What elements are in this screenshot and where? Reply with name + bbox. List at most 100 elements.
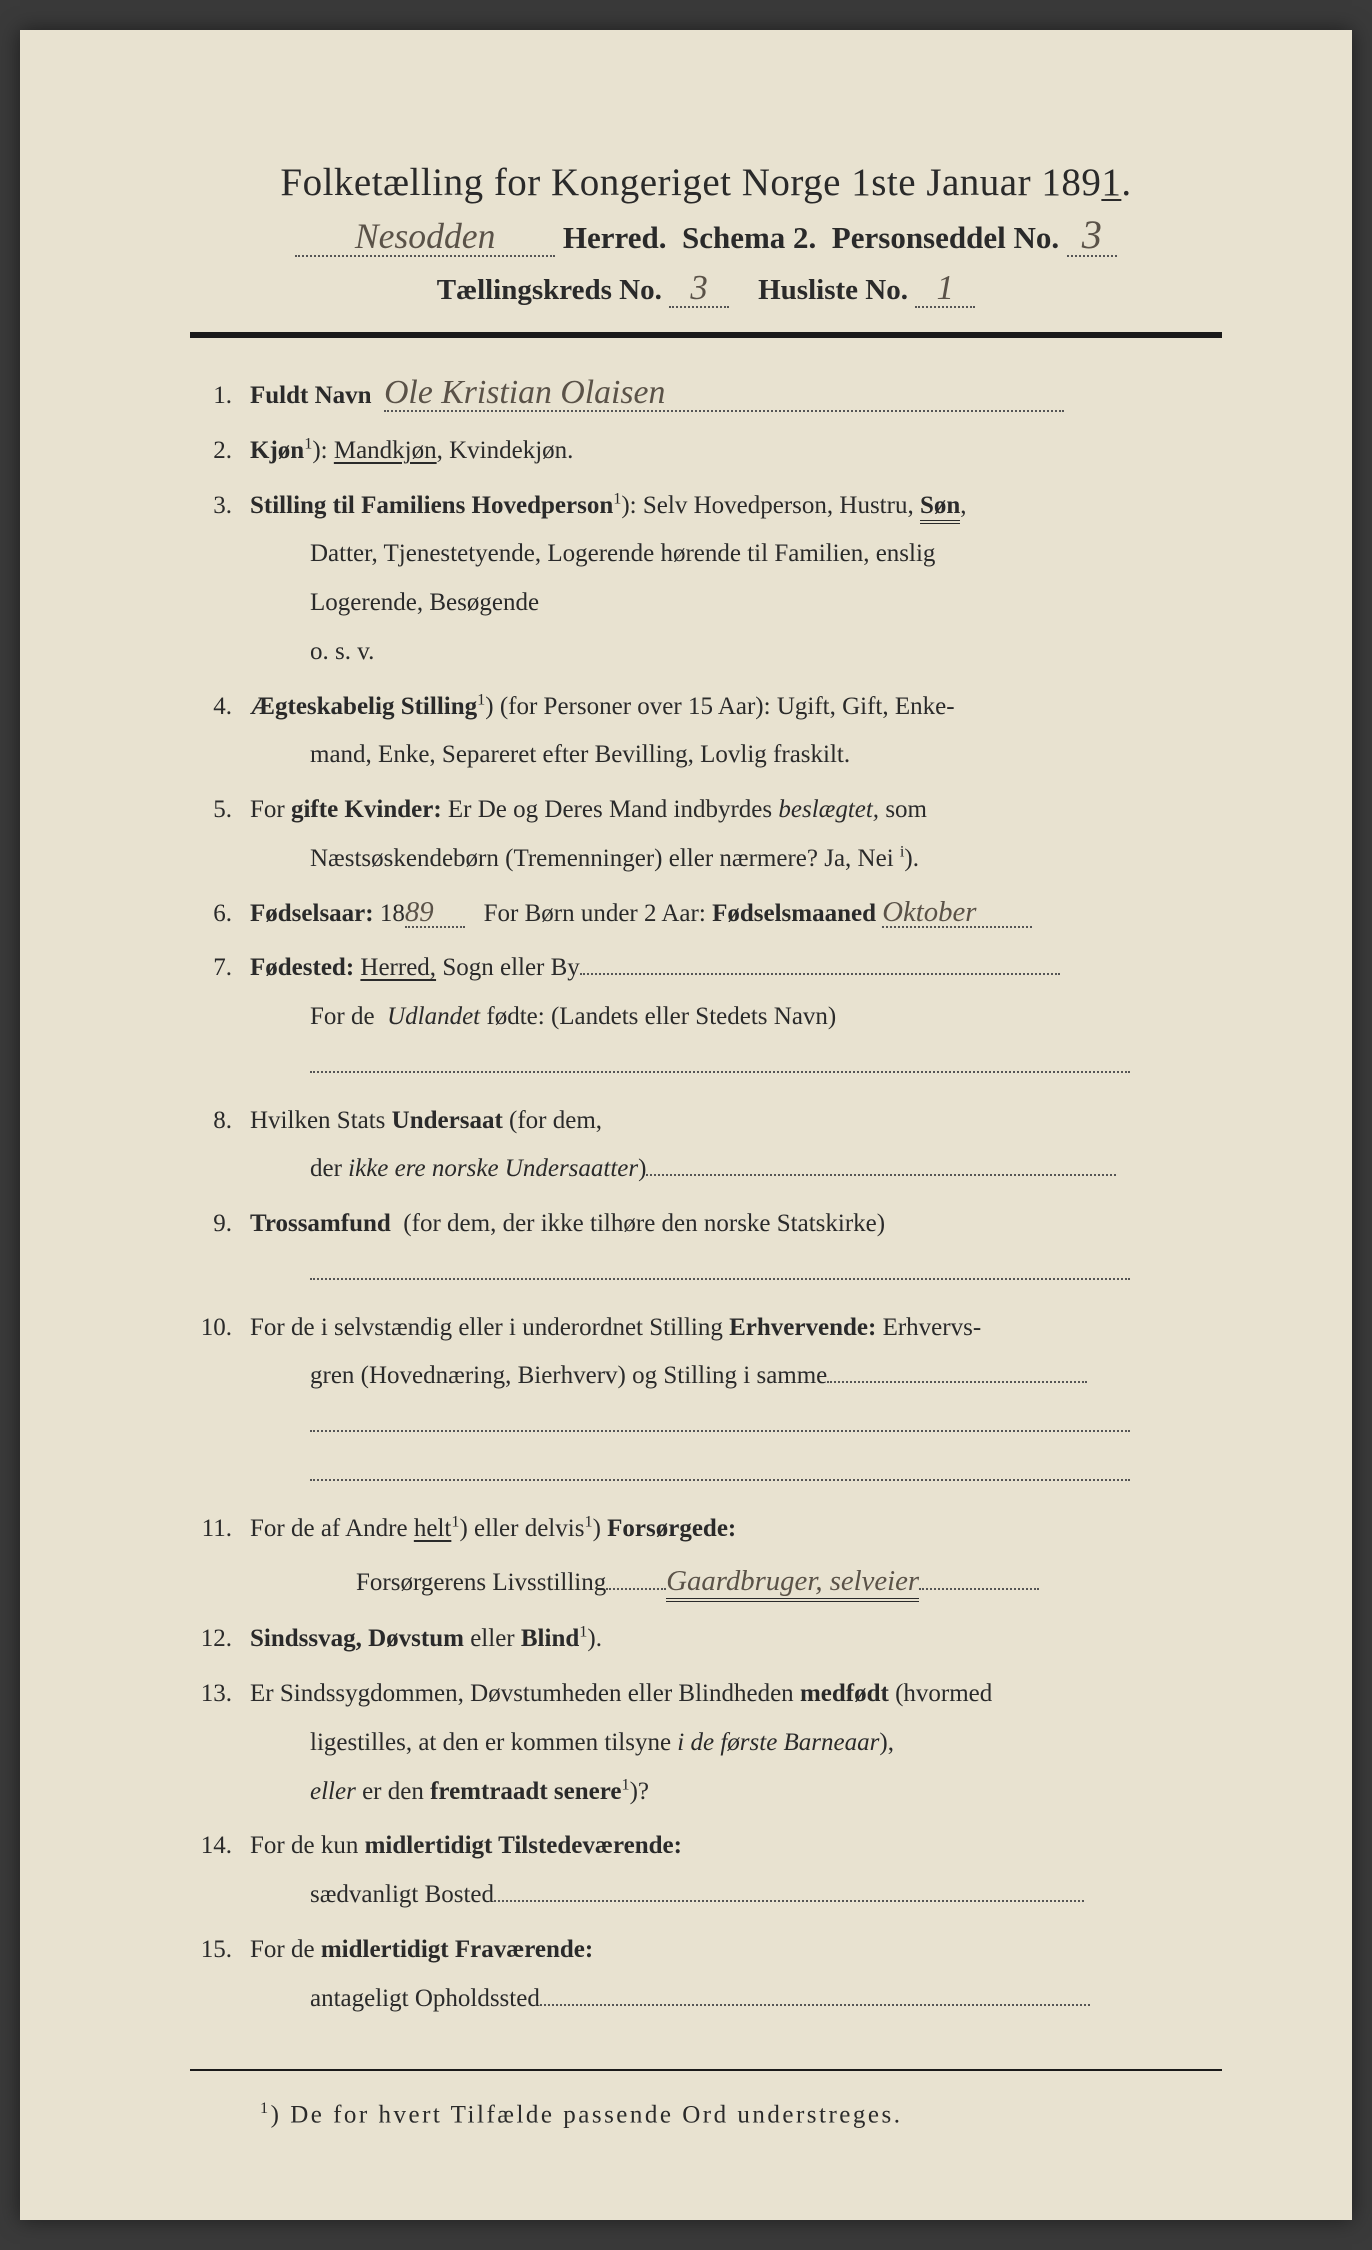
item-3: 3. Stilling til Familiens Hovedperson1):… xyxy=(190,482,1222,677)
item-5: 5. For gifte Kvinder: Er De og Deres Man… xyxy=(190,786,1222,884)
q12-b: eller xyxy=(470,1625,514,1652)
item-14: 14. For de kun midlertidigt Tilstedevære… xyxy=(190,1822,1222,1920)
q13-line3bold: fremtraadt senere xyxy=(430,1778,621,1805)
sex-male: Mandkjøn xyxy=(334,437,437,464)
personseddel-label: Personseddel No. xyxy=(832,220,1059,255)
q13-line3a: er den xyxy=(362,1778,424,1805)
label-relation: Stilling til Familiens Hovedperson xyxy=(250,492,613,519)
kreds-label: Tællingskreds No. xyxy=(437,274,662,306)
q5-line1: Er De og Deres Mand indbyrdes xyxy=(448,796,772,823)
relation-line3: Logerende, Besøgende xyxy=(250,579,1222,628)
q10-line2: gren (Hovednæring, Bierhverv) og Stillin… xyxy=(310,1362,827,1389)
item-body: For de i selvstændig eller i underordnet… xyxy=(250,1304,1222,1499)
q8-bold: Undersaat xyxy=(392,1107,503,1134)
item-body: For de kun midlertidigt Tilstedeværende:… xyxy=(250,1822,1222,1920)
q5-line2: Næstsøskendebørn (Tremenninger) eller næ… xyxy=(310,845,894,872)
label-birthyear: Fødselsaar: xyxy=(250,900,374,927)
q5-pre: For xyxy=(250,796,285,823)
item-num: 2. xyxy=(190,427,250,476)
label-birthplace: Fødested: xyxy=(250,954,354,981)
q11-bold: Forsørgede: xyxy=(607,1515,736,1542)
personseddel-no: 3 xyxy=(1067,215,1117,257)
title-year: 1 xyxy=(1101,161,1121,204)
item-num: 12. xyxy=(190,1615,250,1664)
item-1: 1. Fuldt Navn Ole Kristian Olaisen xyxy=(190,372,1222,421)
q11-b: eller delvis xyxy=(474,1515,584,1542)
divider-top xyxy=(190,332,1222,338)
item-num: 9. xyxy=(190,1200,250,1298)
item-2: 2. Kjøn1): Mandkjøn, Kvindekjøn. xyxy=(190,427,1222,476)
relation-opts-1: Selv Hovedperson, Hustru, xyxy=(643,492,914,519)
item-num: 10. xyxy=(190,1304,250,1499)
divider-bottom xyxy=(190,2069,1222,2071)
q5-ital: beslægtet, xyxy=(778,796,879,823)
q14-a: For de kun xyxy=(250,1832,358,1859)
relation-son: Søn xyxy=(920,492,960,524)
birthplace-rest: Sogn eller By xyxy=(442,954,580,981)
birthmonth-label: Fødselsmaaned xyxy=(712,900,876,927)
q15-bold: midlertidigt Fraværende: xyxy=(321,1936,593,1963)
item-body: Trossamfund (for dem, der ikke tilhøre d… xyxy=(250,1200,1222,1298)
q12-c: Blind xyxy=(521,1625,579,1652)
marital-line1: (for Personer over 15 Aar): Ugift, Gift,… xyxy=(500,693,955,720)
q12-a: Sindssvag, Døvstum xyxy=(250,1625,464,1652)
footnote: 1) De for hvert Tilfælde passende Ord un… xyxy=(190,2099,1222,2129)
title-text: Folketælling for Kongeriget Norge 1ste J… xyxy=(280,161,1101,204)
q10-b: Erhvervs- xyxy=(883,1314,982,1341)
husliste-label: Husliste No. xyxy=(758,274,908,306)
q8-a: Hvilken Stats xyxy=(250,1107,385,1134)
born-under-2: For Børn under 2 Aar: xyxy=(484,900,706,927)
q5-end: som xyxy=(885,796,927,823)
item-body: Fuldt Navn Ole Kristian Olaisen xyxy=(250,372,1222,421)
item-10: 10. For de i selvstændig eller i underor… xyxy=(190,1304,1222,1499)
q15-a: For de xyxy=(250,1936,315,1963)
q13-line2a: ligestilles, at den er kommen tilsyne xyxy=(310,1729,671,1756)
item-7: 7. Fødested: Herred, Sogn eller By For d… xyxy=(190,944,1222,1090)
herred-label: Herred. xyxy=(563,220,667,255)
q13-bold: medfødt xyxy=(800,1680,889,1707)
label-name: Fuldt Navn xyxy=(250,382,372,409)
birthmonth-hand: Oktober xyxy=(882,898,1032,929)
label-religion: Trossamfund xyxy=(250,1210,391,1237)
item-body: Hvilken Stats Undersaat (for dem, der ik… xyxy=(250,1097,1222,1195)
abroad-ital: Udlandet xyxy=(387,1003,480,1030)
item-num: 4. xyxy=(190,683,250,781)
q13-ital: i de første Barneaar xyxy=(677,1729,879,1756)
name-handwritten: Ole Kristian Olaisen xyxy=(384,376,1064,412)
schema-label: Schema 2. xyxy=(682,220,816,255)
q10-a: For de i selvstændig eller i underordnet… xyxy=(250,1314,723,1341)
year-18: 18 xyxy=(380,900,405,927)
item-num: 8. xyxy=(190,1097,250,1195)
religion-rest: (for dem, der ikke tilhøre den norske St… xyxy=(403,1210,885,1237)
item-15: 15. For de midlertidigt Fraværende: anta… xyxy=(190,1926,1222,2024)
item-num: 1. xyxy=(190,372,250,421)
item-num: 3. xyxy=(190,482,250,677)
item-body: For gifte Kvinder: Er De og Deres Mand i… xyxy=(250,786,1222,884)
item-num: 13. xyxy=(190,1670,250,1816)
item-body: Er Sindssygdommen, Døvstumheden eller Bl… xyxy=(250,1670,1222,1816)
footnote-text: ) De for hvert Tilfælde passende Ord und… xyxy=(271,2102,903,2129)
item-num: 6. xyxy=(190,890,250,939)
birthplace-herred: Herred, xyxy=(360,954,436,981)
marital-line2: mand, Enke, Separeret efter Bevilling, L… xyxy=(250,731,1222,780)
item-body: For de midlertidigt Fraværende: antageli… xyxy=(250,1926,1222,2024)
q8-ital: ikke ere norske Undersaatter xyxy=(348,1155,638,1182)
relation-line4: o. s. v. xyxy=(250,628,1222,677)
form-subtitle-2: Tællingskreds No. 3 Husliste No. 1 xyxy=(190,271,1222,308)
item-num: 15. xyxy=(190,1926,250,2024)
herred-handwritten: Nesodden xyxy=(295,219,555,257)
item-13: 13. Er Sindssygdommen, Døvstumheden elle… xyxy=(190,1670,1222,1816)
item-body: Ægteskabelig Stilling1) (for Personer ov… xyxy=(250,683,1222,781)
q8-b: (for dem, xyxy=(509,1107,602,1134)
item-4: 4. Ægteskabelig Stilling1) (for Personer… xyxy=(190,683,1222,781)
q10-bold: Erhvervende: xyxy=(729,1314,876,1341)
item-12: 12. Sindssvag, Døvstum eller Blind1). xyxy=(190,1615,1222,1664)
year-hand: 89 xyxy=(405,898,465,929)
q14-line2: sædvanligt Bosted xyxy=(310,1881,494,1908)
label-marital: Ægteskabelig Stilling xyxy=(250,693,477,720)
sex-female: Kvindekjøn. xyxy=(449,437,573,464)
item-9: 9. Trossamfund (for dem, der ikke tilhør… xyxy=(190,1200,1222,1298)
item-num: 7. xyxy=(190,944,250,1090)
q11-line2a: Forsørgerens Livsstilling xyxy=(356,1569,606,1596)
item-6: 6. Fødselsaar: 1889 For Børn under 2 Aar… xyxy=(190,890,1222,939)
